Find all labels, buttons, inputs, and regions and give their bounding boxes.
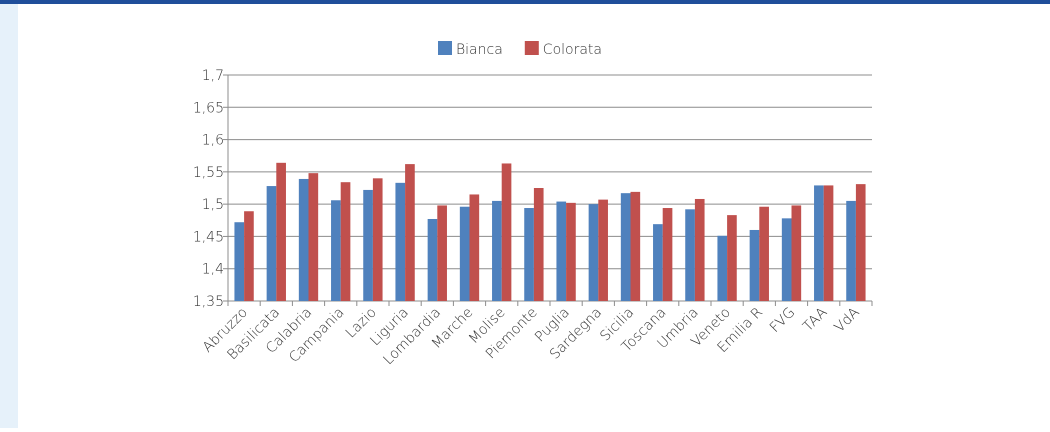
bar — [630, 191, 641, 301]
bar — [598, 199, 608, 301]
bar — [727, 215, 737, 301]
bar — [372, 178, 383, 301]
legend-label: Bianca — [456, 42, 503, 58]
bar — [662, 208, 673, 301]
bar — [276, 162, 286, 301]
y-tick-label: 1,6 — [202, 133, 224, 149]
y-tick-label: 1,65 — [193, 100, 224, 116]
y-tick-label: 1,7 — [202, 68, 224, 84]
bar — [781, 218, 792, 301]
bar — [823, 185, 834, 301]
bar — [855, 184, 866, 301]
bar — [566, 202, 576, 301]
legend-label: Colorata — [543, 42, 602, 58]
bar — [363, 189, 373, 301]
bar — [340, 182, 351, 301]
legend-swatch — [524, 41, 539, 55]
bar — [405, 164, 415, 301]
bar — [588, 204, 599, 301]
bar — [749, 229, 760, 301]
bar — [234, 222, 245, 301]
top-border — [0, 0, 1050, 4]
bar — [814, 185, 824, 301]
bar — [459, 206, 470, 301]
bar — [308, 173, 319, 301]
y-tick-label: 1,5 — [202, 197, 224, 213]
bar — [437, 205, 447, 301]
bar — [501, 163, 512, 301]
side-strip — [0, 0, 18, 428]
bar — [685, 209, 695, 301]
bar — [791, 205, 802, 301]
bar — [533, 188, 544, 301]
bar — [427, 218, 438, 301]
bar — [298, 178, 309, 301]
bar — [556, 201, 567, 301]
bar — [244, 211, 254, 301]
bar — [469, 194, 480, 301]
bar — [653, 224, 663, 301]
bar — [395, 182, 406, 301]
y-tick-label: 1,35 — [193, 294, 224, 310]
y-tick-label: 1,4 — [202, 262, 224, 278]
bar — [492, 200, 502, 301]
bar — [524, 208, 534, 301]
bar — [759, 206, 769, 301]
bar — [266, 186, 277, 301]
bar — [694, 198, 705, 301]
bar — [846, 200, 856, 301]
y-tick-label: 1,45 — [193, 229, 224, 245]
legend-swatch — [438, 41, 452, 55]
bar — [717, 235, 728, 301]
bar — [620, 193, 631, 301]
bar — [331, 200, 341, 301]
y-tick-label: 1,55 — [193, 165, 224, 181]
